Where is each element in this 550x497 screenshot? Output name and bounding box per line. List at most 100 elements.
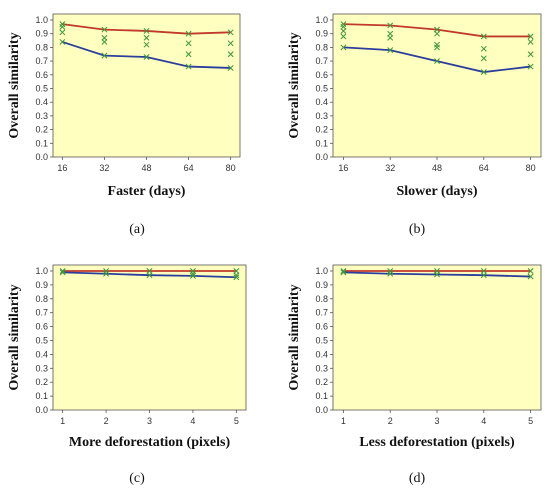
- marker-stroke: [227, 64, 234, 71]
- data-point-marker: [227, 51, 234, 58]
- marker-stroke: [387, 47, 394, 54]
- y-tick-label: 0.2: [315, 125, 328, 135]
- marker-stroke: [434, 30, 440, 37]
- data-point-marker: [101, 26, 108, 33]
- marker-stroke: [59, 29, 66, 36]
- marker-stroke: [480, 45, 487, 52]
- marker-stroke: [189, 272, 196, 279]
- data-point-marker: [527, 51, 534, 58]
- data-point-marker: [227, 29, 234, 36]
- data-point-marker: [59, 29, 66, 36]
- x-axis-title: Less deforestation (pixels): [359, 435, 515, 450]
- x-tick-label: 32: [385, 163, 395, 173]
- y-tick-label: 0.3: [315, 363, 328, 373]
- marker-stroke: [233, 274, 240, 281]
- data-point-marker: [59, 38, 66, 45]
- marker-stroke: [527, 33, 534, 40]
- chart-panel: 0.0 0.1 0.2 0.3 0.4 0.5 0.6 0.7 0.8 0.9 1.0 1 2 3 4 5 Ov…: [7, 264, 247, 486]
- y-tick-label: 0.5: [315, 336, 328, 346]
- marker-stroke: [227, 51, 234, 58]
- data-point-marker: [480, 33, 487, 40]
- marker-stroke: [527, 273, 534, 280]
- y-tick-label: 0.3: [35, 363, 48, 373]
- y-tick-label: 0.4: [315, 349, 328, 359]
- marker-stroke: [340, 21, 347, 28]
- y-tick-label: 0.8: [35, 294, 48, 304]
- marker-stroke: [527, 268, 534, 274]
- y-tick-label: 0.6: [35, 70, 48, 80]
- y-axis-title: Overall similarity: [287, 32, 302, 138]
- marker-stroke: [59, 269, 66, 276]
- marker-stroke: [101, 26, 108, 33]
- y-tick-label: 0.7: [315, 308, 328, 318]
- data-point-marker: [340, 21, 347, 28]
- marker-stroke: [59, 21, 66, 28]
- x-tick-label: 2: [388, 416, 393, 426]
- data-point-marker: [233, 274, 240, 281]
- x-axis-title: More deforestation (pixels): [69, 435, 231, 450]
- y-tick-label: 0.7: [35, 308, 48, 318]
- data-point-marker: [185, 30, 192, 37]
- plot-area: [332, 13, 542, 158]
- x-tick-label: 64: [479, 163, 489, 173]
- x-tick-label: 32: [99, 163, 109, 173]
- y-tick-label: 0.1: [35, 138, 48, 148]
- data-point-marker: [146, 272, 153, 279]
- marker-stroke: [527, 38, 534, 45]
- y-tick-label: 0.3: [35, 111, 48, 121]
- y-tick-label: 1.0: [315, 266, 328, 276]
- y-tick-label: 0.5: [35, 84, 48, 94]
- data-point-marker: [527, 63, 534, 70]
- data-point-marker: [59, 268, 66, 274]
- data-point-marker: [480, 69, 487, 76]
- marker-stroke: [143, 28, 150, 34]
- data-point-marker: [527, 273, 534, 280]
- marker-stroke: [103, 270, 110, 277]
- marker-stroke: [227, 29, 234, 36]
- y-tick-label: 0.7: [315, 56, 328, 66]
- y-tick-label: 0.4: [35, 349, 48, 359]
- data-point-marker: [101, 52, 108, 59]
- marker-stroke: [59, 268, 66, 274]
- data-point-marker: [387, 47, 394, 54]
- x-tick-label: 5: [234, 416, 239, 426]
- y-tick-label: 0.9: [315, 29, 328, 39]
- data-point-marker: [480, 272, 487, 279]
- y-tick-label: 0.5: [315, 84, 328, 94]
- y-tick-label: 0.9: [35, 29, 48, 39]
- marker-stroke: [387, 34, 394, 41]
- y-tick-label: 0.1: [315, 391, 328, 401]
- data-point-marker: [340, 28, 347, 34]
- x-tick-label: 80: [526, 163, 536, 173]
- panel-caption: (a): [129, 222, 145, 237]
- marker-stroke: [527, 51, 534, 58]
- x-axis-title: Faster (days): [108, 184, 186, 199]
- data-point-marker: [387, 270, 394, 277]
- marker-stroke: [233, 272, 240, 279]
- marker-stroke: [185, 30, 192, 37]
- chart-panel: 0.0 0.1 0.2 0.3 0.4 0.5 0.6 0.7 0.8 0.9 1.0 16 32 48 6…: [7, 13, 241, 237]
- marker-stroke: [434, 44, 440, 51]
- data-point-marker: [480, 55, 487, 62]
- marker-stroke: [185, 40, 192, 47]
- plot-area: [52, 264, 247, 411]
- y-tick-label: 0.5: [35, 336, 48, 346]
- x-tick-label: 3: [434, 416, 439, 426]
- marker-stroke: [387, 270, 394, 277]
- data-point-marker: [143, 54, 150, 60]
- y-tick-label: 1.0: [35, 15, 48, 25]
- y-tick-label: 0.8: [315, 42, 328, 52]
- data-point-marker: [227, 64, 234, 71]
- marker-stroke: [434, 271, 440, 278]
- data-point-marker: [233, 272, 240, 279]
- data-point-marker: [434, 58, 440, 65]
- y-tick-label: 0.9: [35, 280, 48, 290]
- y-tick-label: 0.9: [315, 280, 328, 290]
- marker-stroke: [143, 34, 150, 41]
- y-tick-label: 0.2: [35, 125, 48, 135]
- data-point-marker: [527, 38, 534, 45]
- marker-stroke: [189, 270, 196, 277]
- y-tick-label: 0.1: [35, 391, 48, 401]
- y-tick-label: 0.4: [315, 97, 328, 107]
- data-point-marker: [434, 271, 440, 278]
